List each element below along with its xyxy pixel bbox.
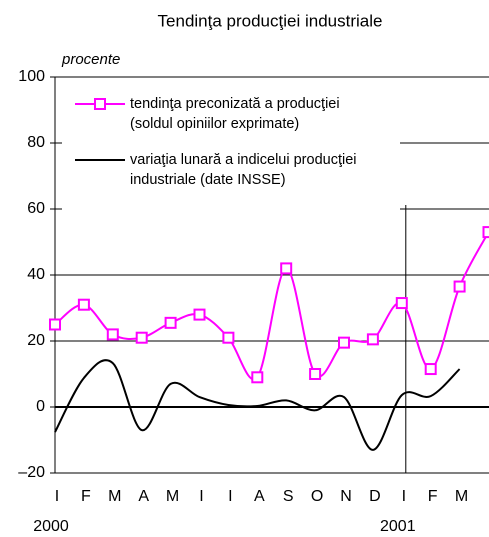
x-tick-label: M — [108, 488, 121, 505]
x-tick-label: I — [228, 488, 232, 505]
series-line — [54, 231, 489, 381]
marker — [280, 262, 293, 275]
marker — [424, 363, 437, 376]
marker — [251, 371, 264, 384]
marker — [482, 226, 489, 239]
series-line — [54, 359, 461, 451]
marker — [338, 336, 350, 349]
marker — [106, 328, 119, 341]
marker — [395, 297, 408, 310]
chart-title: Tendinţa producţiei industriale — [158, 11, 383, 30]
marker — [164, 316, 177, 329]
y-tick-label: –20 — [18, 464, 45, 481]
legend-marker — [94, 98, 106, 110]
x-tick-label: F — [428, 488, 438, 505]
marker — [135, 331, 148, 344]
legend-label: tendinţa preconizată a producţiei (soldu… — [130, 96, 340, 132]
marker — [49, 318, 61, 331]
marker — [309, 368, 322, 380]
x-tick-label: I — [402, 488, 406, 505]
x-tick-label: D — [369, 488, 381, 505]
marker — [77, 298, 90, 311]
y-tick-label: 80 — [27, 134, 45, 151]
x-tick-label: F — [81, 488, 91, 505]
x-tick-label: M — [455, 488, 468, 505]
y-tick-label: 40 — [27, 266, 45, 283]
x-tick-label: N — [340, 488, 352, 505]
marker — [453, 280, 466, 293]
year-label: 2000 — [33, 518, 69, 535]
y-tick-label: 20 — [27, 332, 45, 349]
x-tick-label: I — [55, 488, 59, 505]
x-tick-label: I — [199, 488, 203, 505]
x-tick-label: O — [311, 488, 323, 505]
year-label: 2001 — [380, 518, 416, 535]
y-axis-label: procente — [61, 51, 120, 68]
x-tick-label: M — [166, 488, 179, 505]
x-tick-label: S — [283, 488, 294, 505]
legend-label: variaţia lunară a indicelui producţiei i… — [130, 152, 357, 188]
marker — [193, 308, 206, 321]
x-tick-label: A — [138, 488, 149, 505]
marker — [222, 331, 235, 344]
y-tick-label: 0 — [36, 398, 45, 415]
y-tick-label: 60 — [27, 200, 45, 217]
marker — [366, 333, 379, 346]
y-tick-label: 100 — [18, 68, 45, 85]
x-tick-label: A — [254, 488, 265, 505]
legend-box — [62, 85, 400, 213]
